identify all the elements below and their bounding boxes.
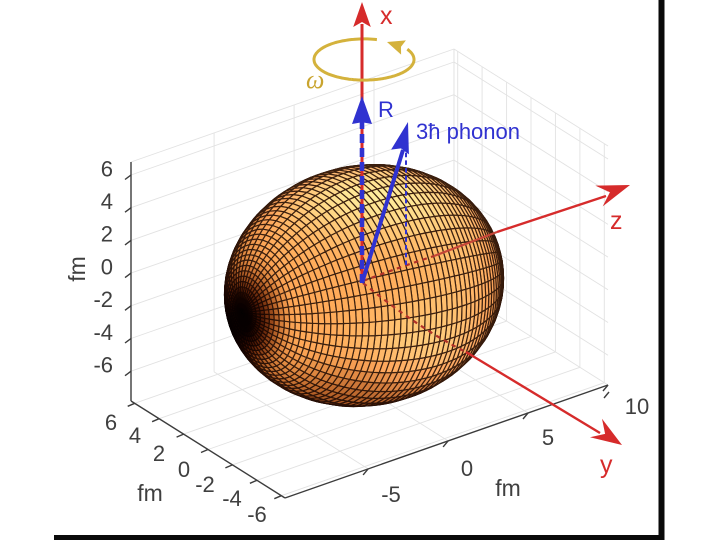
svg-text:6: 6 [101,156,113,181]
svg-text:-4: -4 [222,486,242,511]
svg-text:ω: ω [306,65,324,94]
svg-text:-5: -5 [381,482,401,507]
svg-text:0: 0 [461,456,473,481]
svg-text:-6: -6 [93,353,113,378]
svg-text:-2: -2 [93,287,113,312]
svg-text:3ħ phonon: 3ħ phonon [416,119,520,144]
svg-text:4: 4 [129,423,141,448]
svg-text:4: 4 [101,189,113,214]
svg-text:2: 2 [101,222,113,247]
svg-text:10: 10 [625,394,649,419]
svg-text:0: 0 [101,254,113,279]
svg-text:-2: -2 [195,472,215,497]
svg-text:x: x [380,2,393,30]
svg-text:-4: -4 [93,320,113,345]
svg-text:0: 0 [178,457,190,482]
svg-text:2: 2 [153,441,165,466]
svg-text:6: 6 [105,410,117,435]
svg-text:fm: fm [495,475,521,501]
svg-text:fm: fm [64,256,90,282]
svg-text:5: 5 [542,425,554,450]
svg-text:R: R [378,97,394,122]
svg-text:fm: fm [137,480,163,506]
svg-text:z: z [610,207,623,235]
svg-text:-6: -6 [247,502,267,527]
svg-text:y: y [600,451,613,479]
